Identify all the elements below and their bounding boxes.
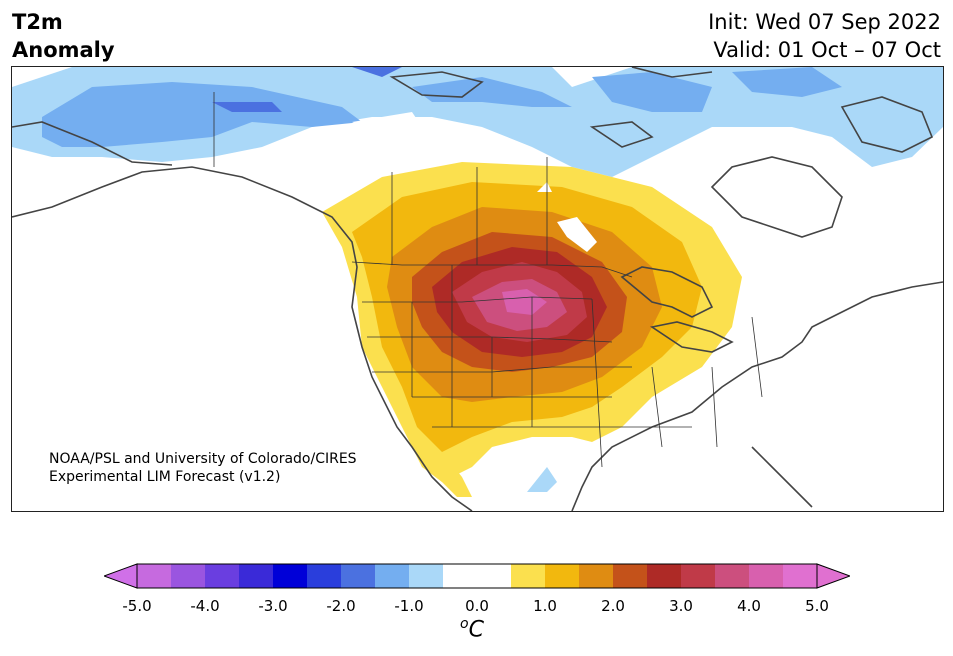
- colorbar-cell: [375, 564, 410, 588]
- colorbar-cell: [239, 564, 274, 588]
- colorbar-tick-label: -4.0: [190, 597, 220, 615]
- colorbar-tick-label: 2.0: [601, 597, 625, 615]
- forecast-dates: Init: Wed 07 Sep 2022 Valid: 01 Oct – 07…: [708, 8, 941, 64]
- attribution-line-2: Experimental LIM Forecast (v1.2): [49, 469, 281, 485]
- colorbar-cell: [681, 564, 716, 588]
- title-line-1: T2m: [12, 10, 63, 34]
- colorbar-tick-label: -3.0: [258, 597, 288, 615]
- colorbar-cell: [273, 564, 308, 588]
- colorbar-cell: [171, 564, 206, 588]
- colorbar: [104, 563, 850, 589]
- colorbar-cell: [545, 564, 580, 588]
- colorbar-outline: [136, 563, 818, 589]
- colorbar-tick-label: 5.0: [805, 597, 829, 615]
- coastlines: [12, 67, 943, 511]
- colorbar-tick-label: -5.0: [122, 597, 152, 615]
- colorbar-cell: [579, 564, 614, 588]
- colorbar-cell: [409, 564, 444, 588]
- colorbar-tick-label: 1.0: [533, 597, 557, 615]
- colorbar-cell: [477, 564, 512, 588]
- colorbar-under-arrow: [104, 563, 138, 589]
- attribution-line-1: NOAA/PSL and University of Colorado/CIRE…: [49, 451, 357, 467]
- colorbar-tick-label: -2.0: [326, 597, 356, 615]
- unit-superscript: o: [460, 616, 469, 632]
- political-borders: [213, 92, 763, 468]
- title-line-2: Anomaly: [12, 38, 115, 62]
- colorbar-tick-label: -1.0: [394, 597, 424, 615]
- colorbar-cells: [137, 564, 818, 588]
- colorbar-ticks: -5.0 -4.0 -3.0 -2.0 -1.0 0.0 1.0 2.0 3.0 4.0 5.0: [0, 597, 953, 617]
- attribution: NOAA/PSL and University of Colorado/CIRE…: [49, 450, 357, 486]
- colorbar-cell: [307, 564, 342, 588]
- unit-label: oC: [460, 616, 484, 642]
- unit-base: C: [468, 617, 484, 643]
- init-date: Init: Wed 07 Sep 2022: [708, 10, 941, 34]
- colorbar-cell: [647, 564, 682, 588]
- colorbar-over-arrow: [816, 563, 850, 589]
- colorbar-cell: [341, 564, 376, 588]
- colorbar-cell: [715, 564, 750, 588]
- anomaly-map: [11, 66, 944, 512]
- colorbar-cell: [137, 564, 172, 588]
- colorbar-cell: [205, 564, 240, 588]
- map-canvas: [12, 67, 943, 511]
- colorbar-cell: [749, 564, 784, 588]
- valid-date: Valid: 01 Oct – 07 Oct: [713, 38, 941, 62]
- colorbar-tick-label: 0.0: [465, 597, 489, 615]
- colorbar-cell: [443, 564, 478, 588]
- colorbar-tick-label: 3.0: [669, 597, 693, 615]
- colorbar-tick-label: 4.0: [737, 597, 761, 615]
- map-title: T2m Anomaly: [12, 8, 115, 64]
- colorbar-cell: [783, 564, 818, 588]
- colorbar-cell: [613, 564, 648, 588]
- colorbar-cell: [511, 564, 546, 588]
- cold-anomaly-region: [12, 67, 943, 492]
